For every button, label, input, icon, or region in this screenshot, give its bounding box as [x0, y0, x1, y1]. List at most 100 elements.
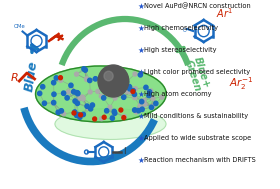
Ellipse shape — [55, 109, 166, 139]
Circle shape — [98, 65, 129, 97]
Circle shape — [85, 77, 88, 81]
Circle shape — [72, 90, 76, 94]
Text: Applied to wide substrate scope: Applied to wide substrate scope — [144, 135, 251, 141]
Circle shape — [79, 113, 83, 117]
Text: OMe: OMe — [14, 25, 25, 29]
Circle shape — [149, 89, 153, 93]
Circle shape — [104, 71, 113, 81]
Text: $Ar_2^{-1}$: $Ar_2^{-1}$ — [229, 75, 253, 92]
Circle shape — [115, 74, 118, 78]
Circle shape — [65, 96, 69, 100]
Circle shape — [96, 89, 100, 93]
Circle shape — [90, 103, 95, 107]
Circle shape — [139, 99, 144, 104]
Circle shape — [74, 91, 79, 95]
Circle shape — [88, 107, 93, 111]
Circle shape — [122, 95, 126, 99]
Circle shape — [75, 101, 80, 105]
Circle shape — [151, 96, 155, 100]
Circle shape — [86, 106, 90, 110]
Circle shape — [160, 95, 164, 99]
Circle shape — [111, 81, 116, 85]
Circle shape — [62, 91, 66, 95]
Circle shape — [111, 72, 115, 76]
Text: Novel AuPd@NRCN construction: Novel AuPd@NRCN construction — [144, 3, 251, 9]
Circle shape — [128, 87, 132, 91]
Text: Blue: Blue — [23, 60, 40, 92]
Circle shape — [85, 104, 89, 108]
Text: Reaction mechanism with DRIFTS: Reaction mechanism with DRIFTS — [144, 157, 256, 163]
Text: $R$: $R$ — [10, 71, 18, 83]
Text: Mild conditions & sustainability: Mild conditions & sustainability — [144, 113, 248, 119]
Circle shape — [83, 68, 87, 72]
Circle shape — [82, 67, 86, 71]
Circle shape — [119, 108, 123, 112]
Circle shape — [42, 101, 46, 105]
Circle shape — [110, 116, 115, 120]
Text: ★: ★ — [137, 90, 144, 98]
Circle shape — [104, 71, 108, 75]
Circle shape — [115, 72, 120, 76]
Circle shape — [101, 81, 105, 85]
Circle shape — [80, 95, 84, 99]
Circle shape — [56, 110, 60, 115]
Circle shape — [124, 80, 129, 84]
Circle shape — [76, 112, 80, 117]
Circle shape — [52, 81, 56, 85]
Circle shape — [59, 76, 62, 80]
Circle shape — [106, 91, 110, 94]
Circle shape — [136, 108, 141, 113]
Circle shape — [113, 111, 117, 115]
Text: ★: ★ — [137, 2, 144, 11]
Text: ★: ★ — [137, 46, 144, 54]
Text: ★: ★ — [137, 112, 144, 121]
Circle shape — [81, 97, 85, 101]
Text: High chemoselectivity: High chemoselectivity — [144, 25, 218, 31]
Circle shape — [131, 88, 135, 93]
Circle shape — [41, 84, 45, 89]
Circle shape — [138, 104, 142, 108]
Circle shape — [74, 72, 78, 76]
Circle shape — [69, 83, 73, 88]
Circle shape — [85, 77, 88, 81]
Circle shape — [54, 76, 59, 80]
Circle shape — [111, 69, 115, 74]
Circle shape — [66, 90, 70, 94]
Circle shape — [73, 99, 77, 103]
Text: ★: ★ — [137, 23, 144, 33]
Text: Blue+
Green: Blue+ Green — [183, 55, 211, 93]
Circle shape — [74, 113, 79, 118]
Text: ★: ★ — [137, 67, 144, 77]
Circle shape — [144, 85, 148, 90]
Circle shape — [148, 90, 152, 94]
Circle shape — [142, 98, 146, 102]
Circle shape — [112, 109, 116, 114]
Circle shape — [93, 117, 97, 121]
Text: High atom economy: High atom economy — [144, 91, 212, 97]
Circle shape — [134, 110, 138, 114]
Circle shape — [100, 117, 104, 121]
Circle shape — [143, 103, 147, 107]
Circle shape — [88, 78, 92, 83]
Circle shape — [133, 72, 137, 76]
Circle shape — [81, 112, 85, 117]
Circle shape — [117, 88, 121, 92]
Circle shape — [122, 115, 126, 119]
Circle shape — [122, 116, 126, 120]
Circle shape — [93, 77, 97, 81]
Circle shape — [138, 73, 143, 77]
Text: O: O — [183, 28, 186, 33]
Circle shape — [88, 90, 92, 94]
Circle shape — [51, 101, 55, 105]
Circle shape — [134, 87, 137, 91]
Circle shape — [108, 105, 112, 109]
Circle shape — [99, 94, 103, 98]
Circle shape — [62, 112, 66, 116]
Circle shape — [59, 109, 64, 113]
Circle shape — [75, 91, 80, 95]
Text: ★: ★ — [137, 133, 144, 143]
Text: High stereoselectivity: High stereoselectivity — [144, 47, 217, 53]
Circle shape — [116, 80, 120, 84]
Circle shape — [118, 74, 122, 78]
Text: ★: ★ — [137, 156, 144, 164]
